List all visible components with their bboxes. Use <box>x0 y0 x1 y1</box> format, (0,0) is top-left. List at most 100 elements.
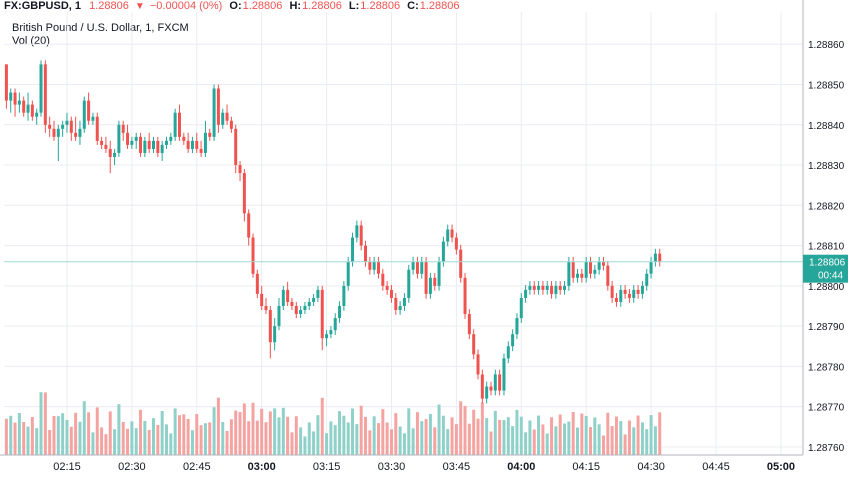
volume-bar <box>229 419 233 455</box>
candle-body <box>156 140 160 153</box>
volume-bar <box>320 397 324 455</box>
volume-bar <box>493 410 497 455</box>
candle-body <box>134 136 138 141</box>
candle-body <box>121 124 125 133</box>
candle-body <box>441 241 445 262</box>
volume-bar <box>372 416 376 455</box>
volume-bar <box>580 413 584 455</box>
time-tick-label: 05:00 <box>767 461 795 473</box>
volume-bar <box>368 430 372 455</box>
volume-bar <box>498 419 502 455</box>
volume-bar <box>195 414 199 455</box>
price-change: −0.00004 (0%) <box>149 0 223 12</box>
candle-body <box>186 140 190 149</box>
candle-body <box>182 136 186 141</box>
candle-body <box>567 261 571 286</box>
volume-bar <box>104 434 108 455</box>
volume-bar <box>593 417 597 455</box>
candle-body <box>221 112 225 125</box>
candle-body <box>498 374 502 391</box>
candle-body <box>251 237 255 274</box>
volume-bar <box>13 422 17 455</box>
candle-body <box>502 358 506 391</box>
volume-bar <box>351 408 355 455</box>
candle-body <box>225 112 229 121</box>
candle-body <box>286 289 290 302</box>
candle-body <box>74 132 78 137</box>
candle-body <box>601 261 605 266</box>
candle-body <box>22 100 26 113</box>
close-value: 1.28806 <box>419 0 460 12</box>
time-tick-label: 04:30 <box>637 461 665 473</box>
price-tick-label: 1.28760 <box>808 443 845 454</box>
last-price: 1.28806 <box>89 0 129 12</box>
price-tick-label: 1.28830 <box>808 161 845 172</box>
candle-body <box>52 128 56 137</box>
volume-bar <box>251 402 255 455</box>
candle-body <box>627 293 631 298</box>
candle-body <box>467 314 471 335</box>
volume-bar <box>43 392 47 455</box>
volume-bar <box>467 423 471 455</box>
volume-bar <box>485 418 489 455</box>
volume-bar <box>303 436 307 455</box>
volume-bar <box>126 428 130 455</box>
candle-body <box>589 261 592 274</box>
candle-body <box>554 285 558 294</box>
candle-body <box>216 88 220 125</box>
volume-bar <box>658 412 662 455</box>
volume-bar <box>532 429 536 455</box>
volume-bar <box>411 428 415 455</box>
volume-bar <box>645 429 649 455</box>
price-tick-label: 1.28770 <box>808 403 845 414</box>
price-axis[interactable]: 1.28860 1.28850 1.28840 1.28830 1.28820 1.288… <box>808 40 845 454</box>
candle-body <box>17 100 21 105</box>
candle-body <box>95 116 99 141</box>
candle-body <box>385 285 389 290</box>
volume-bar <box>242 403 246 455</box>
candle-body <box>268 310 272 343</box>
candle-body <box>610 285 614 298</box>
volume-bar <box>130 421 134 455</box>
candle-body <box>381 273 385 286</box>
candle-body <box>402 297 406 306</box>
symbol-header: FX:GBPUSD, 1 1.28806 ▼ −0.00004 (0%) O:1… <box>0 0 852 14</box>
candle-body <box>13 92 17 105</box>
time-tick-label: 02:15 <box>53 461 81 473</box>
time-tick-label: 03:15 <box>313 461 341 473</box>
candle-body <box>229 120 233 129</box>
time-axis[interactable]: 02:15 02:30 02:45 03:00 03:15 03:30 03:45 04:00… <box>53 461 795 473</box>
candle-body <box>264 305 268 311</box>
volume-bar <box>294 416 298 455</box>
volume-bar <box>212 407 216 455</box>
symbol-label[interactable]: FX:GBPUSD, 1 <box>4 0 82 12</box>
volume-bar <box>567 421 571 455</box>
volume-bar <box>160 411 164 455</box>
candle-body <box>368 261 372 270</box>
volume-bar <box>524 432 528 455</box>
candle-body <box>528 285 532 290</box>
last-price-marker: 1.28806 00:44 <box>803 254 848 283</box>
candle-body <box>61 124 65 129</box>
price-tick-label: 1.28850 <box>808 80 845 91</box>
candle-body <box>433 277 437 286</box>
candle-body <box>307 301 311 306</box>
volume-bar <box>463 405 467 455</box>
volume-bar <box>385 422 389 455</box>
volume-bar <box>286 416 290 455</box>
price-tick-label: 1.28860 <box>808 40 845 51</box>
volume-bar <box>489 431 493 455</box>
candle-body <box>472 334 476 355</box>
candle-body <box>489 386 493 391</box>
candle-body <box>139 136 143 153</box>
candle-body <box>173 112 177 137</box>
candle-body <box>645 273 649 286</box>
candle-body <box>619 289 623 302</box>
candle-body <box>355 225 359 238</box>
volume-bar <box>342 415 346 455</box>
volume-bar <box>415 412 419 455</box>
candle-body <box>364 245 368 262</box>
volume-bar <box>346 422 350 455</box>
candle-body <box>584 261 588 278</box>
